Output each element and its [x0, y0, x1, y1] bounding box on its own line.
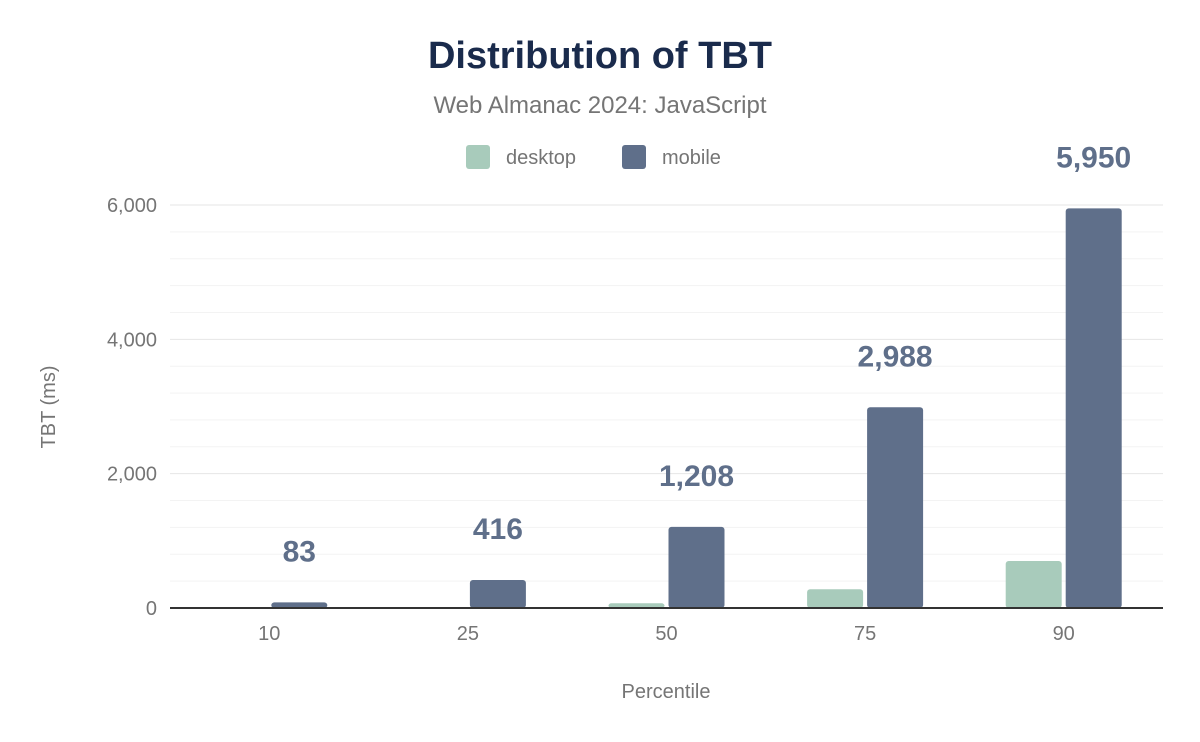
desktop-bar	[608, 603, 665, 608]
mobile-bar	[1065, 208, 1122, 608]
y-tick-label: 4,000	[107, 329, 157, 351]
legend-swatch-mobile	[622, 145, 646, 169]
legend-label-desktop: desktop	[506, 147, 576, 169]
x-tick-label: 90	[1053, 623, 1075, 645]
mobile-bar	[271, 602, 328, 608]
y-tick-label: 6,000	[107, 195, 157, 217]
desktop-bar	[1005, 560, 1062, 608]
mobile-bar	[867, 407, 924, 608]
legend: desktop mobile	[466, 145, 721, 169]
mobile-bar	[668, 526, 725, 608]
x-tick-label: 10	[258, 623, 280, 645]
mobile-bar	[469, 580, 526, 608]
legend-label-mobile: mobile	[662, 147, 721, 169]
y-axis-label: TBT (ms)	[38, 366, 60, 449]
y-tick-label: 0	[146, 598, 157, 620]
x-tick-label: 25	[457, 623, 479, 645]
data-label: 2,988	[858, 340, 933, 373]
chart-title: Distribution of TBT	[428, 35, 772, 77]
data-label: 416	[473, 513, 523, 546]
chart-subtitle: Web Almanac 2024: JavaScript	[433, 92, 766, 119]
x-tick-label: 75	[854, 623, 876, 645]
x-axis-label: Percentile	[622, 681, 711, 703]
data-label: 1,208	[659, 460, 734, 493]
data-label: 83	[283, 535, 316, 568]
legend-swatch-desktop	[466, 145, 490, 169]
desktop-bar	[807, 589, 864, 608]
data-label: 5,950	[1056, 141, 1131, 174]
x-tick-label: 50	[655, 623, 677, 645]
y-tick-label: 2,000	[107, 464, 157, 486]
